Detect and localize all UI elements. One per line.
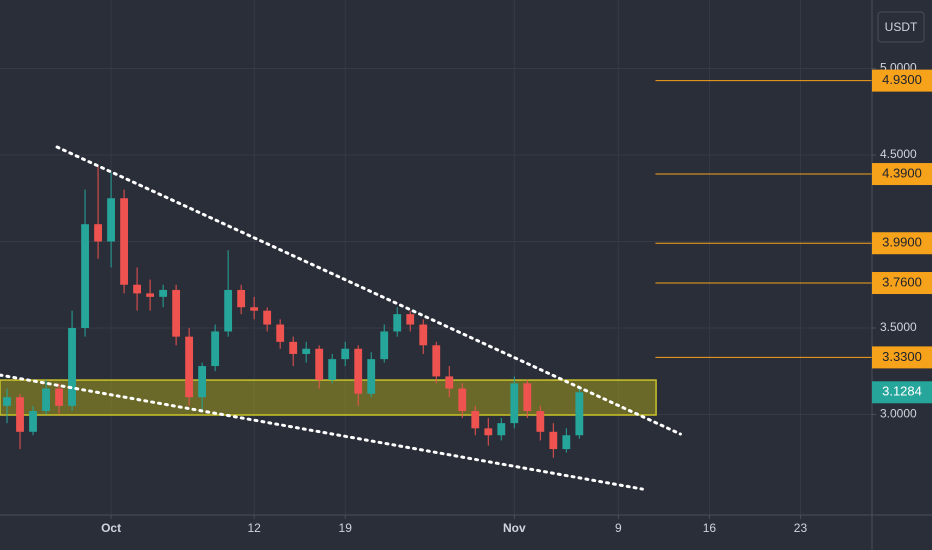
plot [0, 80, 872, 491]
candle-body [263, 310, 272, 325]
candle-body [211, 331, 220, 367]
last-price-box [872, 381, 932, 404]
candle-body [120, 198, 128, 285]
price-level-box [872, 232, 932, 255]
candle-body [250, 307, 259, 311]
candle-body [445, 376, 454, 389]
x-tick-label: 12 [247, 521, 261, 535]
x-tick-label: 9 [615, 521, 622, 535]
candle-body [146, 293, 155, 297]
currency-box[interactable] [877, 11, 925, 43]
price-level-label: 3.3300 [882, 349, 922, 364]
candle-body [575, 392, 584, 436]
candle-body [172, 289, 181, 337]
axis: 3.00003.50004.00004.50005.0000Oct1219Nov… [101, 61, 932, 535]
price-level-box [872, 346, 932, 369]
y-tick-label: 3.0000 [880, 407, 917, 421]
candle-body [497, 423, 506, 436]
candle-body [276, 324, 285, 342]
x-tick-label: Oct [101, 521, 121, 535]
candle-body [458, 388, 467, 412]
price-level-box [872, 272, 932, 295]
candle-body [302, 348, 311, 354]
x-tick-label: 19 [339, 521, 353, 535]
candle-body [16, 397, 24, 432]
candle-body [562, 435, 571, 450]
y-tick-label: 4.5000 [880, 147, 917, 161]
candle-body [341, 348, 350, 360]
x-tick-label: Nov [503, 521, 526, 535]
candle-body [237, 289, 246, 308]
candle-body [536, 411, 545, 432]
candle-body [133, 284, 141, 294]
candle-body [55, 388, 63, 406]
candle-body [380, 331, 389, 360]
candle-body [107, 198, 115, 242]
candle-body [523, 383, 532, 412]
candle-body [419, 324, 428, 346]
y-tick-label: 3.5000 [880, 320, 917, 334]
candle-body [289, 341, 298, 354]
price-level-box [872, 69, 932, 92]
candle-body [42, 388, 50, 412]
candle-body [224, 289, 233, 332]
candle-body [354, 348, 363, 394]
price-level-label: 3.7600 [882, 274, 922, 289]
price-level-label: 3.9900 [882, 235, 922, 250]
candle-body [94, 224, 102, 242]
trendline [55, 145, 682, 436]
support-zone [0, 379, 657, 416]
price-level-label: 4.9300 [882, 72, 922, 87]
candle-body [3, 397, 11, 406]
price-level-label: 4.3900 [882, 165, 922, 180]
price-level-box [872, 163, 932, 186]
candle-body [328, 359, 337, 380]
candle-body [432, 345, 441, 377]
candle-body [510, 383, 519, 424]
currency: USDT [885, 20, 918, 34]
candle-body [185, 336, 194, 398]
candle-body [159, 289, 168, 297]
candle-body [484, 428, 493, 436]
candle-body [29, 411, 37, 432]
last-price-label: 3.1284 [882, 384, 922, 399]
candle-body [367, 359, 376, 394]
candle-body [549, 431, 558, 450]
x-tick-label: 16 [703, 521, 717, 535]
candle-body [315, 348, 324, 380]
candle-body [393, 314, 402, 332]
candle-body [81, 224, 89, 328]
candle-body [471, 411, 480, 429]
x-tick-label: 23 [794, 521, 808, 535]
candle-body [198, 366, 207, 398]
candle-body [68, 327, 76, 406]
candle-body [406, 314, 415, 325]
